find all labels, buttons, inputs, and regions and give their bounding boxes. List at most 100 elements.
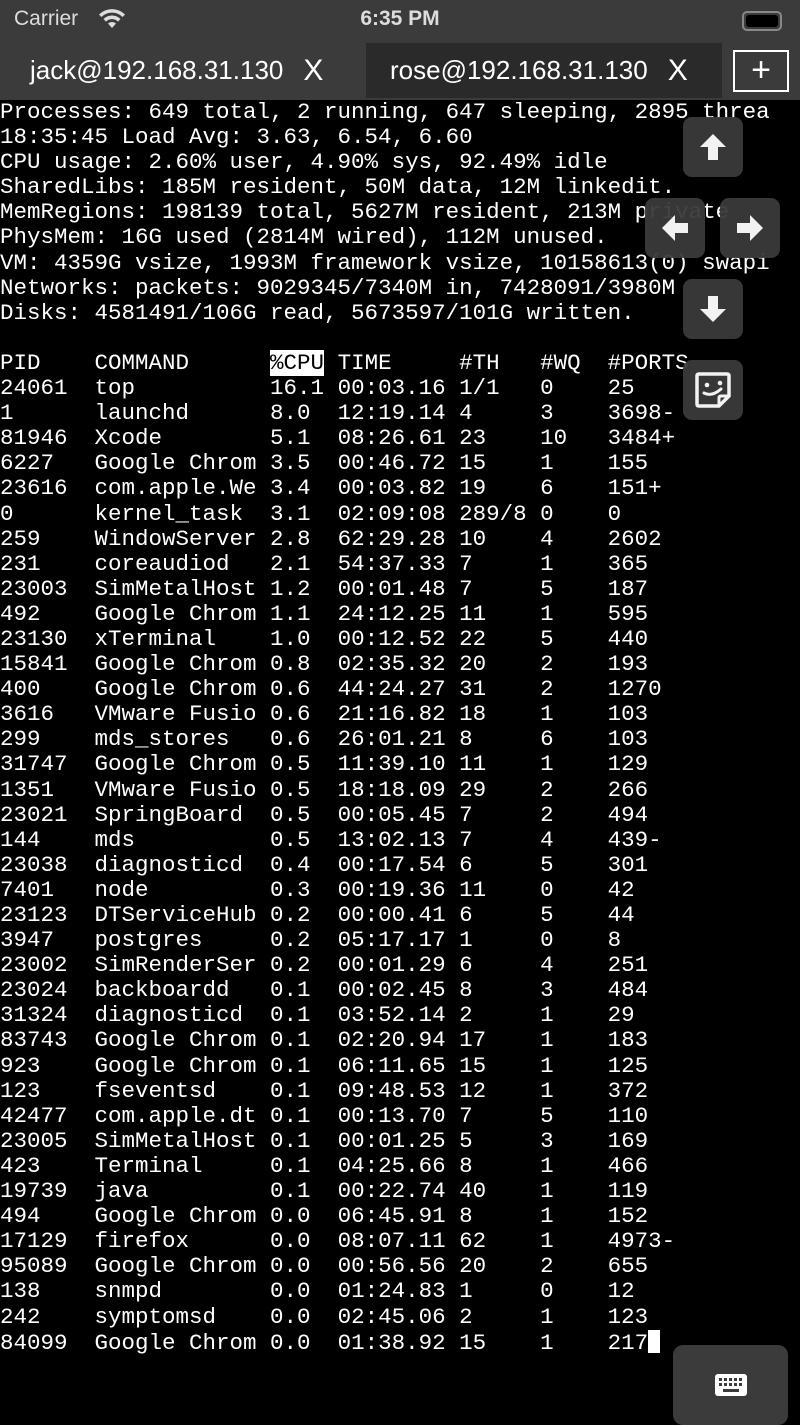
ports-cell: 129 <box>607 751 649 778</box>
process-row: 123 fseventsd 0.1 09:48.53 12 1 372 <box>0 1078 800 1104</box>
ports-cell: 3484+ <box>607 425 676 452</box>
command-cell: Google Chrom <box>94 1329 271 1356</box>
arrow-right-icon <box>737 215 763 241</box>
workqueue-cell: 0 <box>540 927 608 954</box>
new-tab-button[interactable]: + <box>733 50 789 92</box>
threads-cell: 11 <box>459 600 541 627</box>
ports-cell: 103 <box>607 726 649 753</box>
cpu-cell: 1.0 <box>270 625 338 652</box>
column-time[interactable]: TIME <box>337 349 460 376</box>
workqueue-cell: 0 <box>540 876 608 903</box>
process-row: 259 WindowServer 2.8 62:29.28 10 4 2602 <box>0 525 800 552</box>
threads-cell: 7 <box>459 550 541 577</box>
process-row: 23130 xTerminal 1.0 00:12.52 22 5 440 <box>0 625 800 652</box>
process-row: 23123 DTServiceHub 0.2 00:00.41 6 5 44 <box>0 902 800 928</box>
close-tab-icon[interactable]: X <box>667 53 688 87</box>
workqueue-cell: 1 <box>540 1052 608 1079</box>
cpu-cell: 0.0 <box>270 1329 338 1356</box>
time-cell: 00:02.45 <box>337 977 460 1004</box>
threads-cell: 1 <box>459 1278 541 1305</box>
workqueue-cell: 6 <box>540 726 608 753</box>
ports-cell: 193 <box>607 651 649 678</box>
summary-line: CPU usage: 2.60% user, 4.90% sys, 92.49%… <box>0 149 608 176</box>
column-cpu[interactable]: %CPU <box>270 349 338 376</box>
terminal-output[interactable]: Processes: 649 total, 2 running, 647 sle… <box>0 99 800 1356</box>
threads-cell: 8 <box>459 1152 541 1179</box>
process-row: 0 kernel_task 3.1 02:09:08 289/8 0 0 <box>0 500 800 527</box>
pid-cell: 923 <box>0 1052 95 1079</box>
pid-cell: 23130 <box>0 625 95 652</box>
workqueue-cell: 2 <box>540 651 608 678</box>
cpu-cell: 0.0 <box>270 1253 338 1280</box>
pid-cell: 81946 <box>0 425 95 452</box>
close-tab-icon[interactable]: X <box>303 53 324 87</box>
threads-cell: 22 <box>459 625 541 652</box>
workqueue-cell: 4 <box>540 826 608 853</box>
process-row: 83743 Google Chrom 0.1 02:20.94 17 1 183 <box>0 1028 800 1053</box>
tab-rose[interactable]: rose@192.168.31.130 X <box>366 43 722 98</box>
arrow-left-button[interactable] <box>645 198 705 258</box>
carrier-label: Carrier <box>14 7 79 30</box>
threads-cell: 15 <box>459 1329 541 1356</box>
pid-cell: 23002 <box>0 952 95 979</box>
summary-line: 18:35:45 Load Avg: 3.63, 6.54, 6.60 <box>0 124 473 151</box>
pid-cell: 144 <box>0 826 95 853</box>
arrow-down-button[interactable] <box>683 279 743 339</box>
threads-cell: 8 <box>459 726 541 753</box>
keyboard-icon <box>714 1374 747 1396</box>
workqueue-cell: 5 <box>540 851 608 878</box>
cpu-cell: 0.0 <box>270 1203 338 1230</box>
ports-cell: 365 <box>607 550 649 577</box>
process-row: 31747 Google Chrom 0.5 11:39.10 11 1 129 <box>0 752 800 777</box>
process-row: 492 Google Chrom 1.1 24:12.25 11 1 595 <box>0 600 800 627</box>
pid-cell: 0 <box>0 500 95 527</box>
column-th[interactable]: #TH <box>459 349 541 376</box>
column-ports[interactable]: #PORTS <box>607 349 689 376</box>
workqueue-cell: 5 <box>540 1102 608 1129</box>
time-cell: 62:29.28 <box>337 525 460 552</box>
column-command[interactable]: COMMAND <box>94 349 271 376</box>
pid-cell: 23123 <box>0 902 95 928</box>
column-pid[interactable]: PID <box>0 349 95 376</box>
arrow-up-button[interactable] <box>683 117 743 177</box>
cpu-cell: 0.5 <box>270 776 338 803</box>
pid-cell: 15841 <box>0 651 95 678</box>
ports-cell: 155 <box>607 450 649 477</box>
ports-cell: 2602 <box>607 525 662 552</box>
threads-cell: 10 <box>459 525 541 552</box>
threads-cell: 7 <box>459 826 541 853</box>
time-cell: 13:02.13 <box>337 826 460 853</box>
sticker-button[interactable] <box>683 360 743 420</box>
threads-cell: 6 <box>459 902 541 928</box>
threads-cell: 289/8 <box>459 500 541 527</box>
time-cell: 08:26.61 <box>337 425 460 452</box>
command-cell: Google Chrom <box>94 450 271 477</box>
workqueue-cell: 3 <box>540 1127 608 1154</box>
threads-cell: 20 <box>459 651 541 678</box>
threads-cell: 2 <box>459 1303 541 1330</box>
cpu-cell: 0.6 <box>270 701 338 728</box>
column-wq[interactable]: #WQ <box>540 349 608 376</box>
workqueue-cell: 0 <box>540 375 608 402</box>
pid-cell: 23038 <box>0 851 95 878</box>
ports-cell: 217 <box>607 1329 649 1356</box>
command-cell: postgres <box>94 927 271 954</box>
command-cell: Google Chrom <box>94 751 271 778</box>
keyboard-toggle-button[interactable] <box>673 1345 788 1425</box>
ports-cell: 655 <box>607 1253 649 1280</box>
workqueue-cell: 1 <box>540 751 608 778</box>
process-row: 242 symptomsd 0.0 02:45.06 2 1 123 <box>0 1303 800 1330</box>
process-row: 15841 Google Chrom 0.8 02:35.32 20 2 193 <box>0 652 800 677</box>
cpu-cell: 0.2 <box>270 952 338 979</box>
arrow-up-icon <box>700 134 726 160</box>
command-cell: coreaudiod <box>94 550 271 577</box>
process-row: 144 mds 0.5 13:02.13 7 4 439- <box>0 826 800 853</box>
command-cell: backboardd <box>94 977 271 1004</box>
process-row: 81946 Xcode 5.1 08:26.61 23 10 3484+ <box>0 426 800 451</box>
process-row: 299 mds_stores 0.6 26:01.21 8 6 103 <box>0 727 800 752</box>
summary-line: Processes: 649 total, 2 running, 647 sle… <box>0 99 770 125</box>
arrow-right-button[interactable] <box>720 198 780 258</box>
ports-cell: 251 <box>607 952 649 979</box>
threads-cell: 7 <box>459 575 541 602</box>
tab-jack[interactable]: jack@192.168.31.130 X <box>0 43 360 98</box>
